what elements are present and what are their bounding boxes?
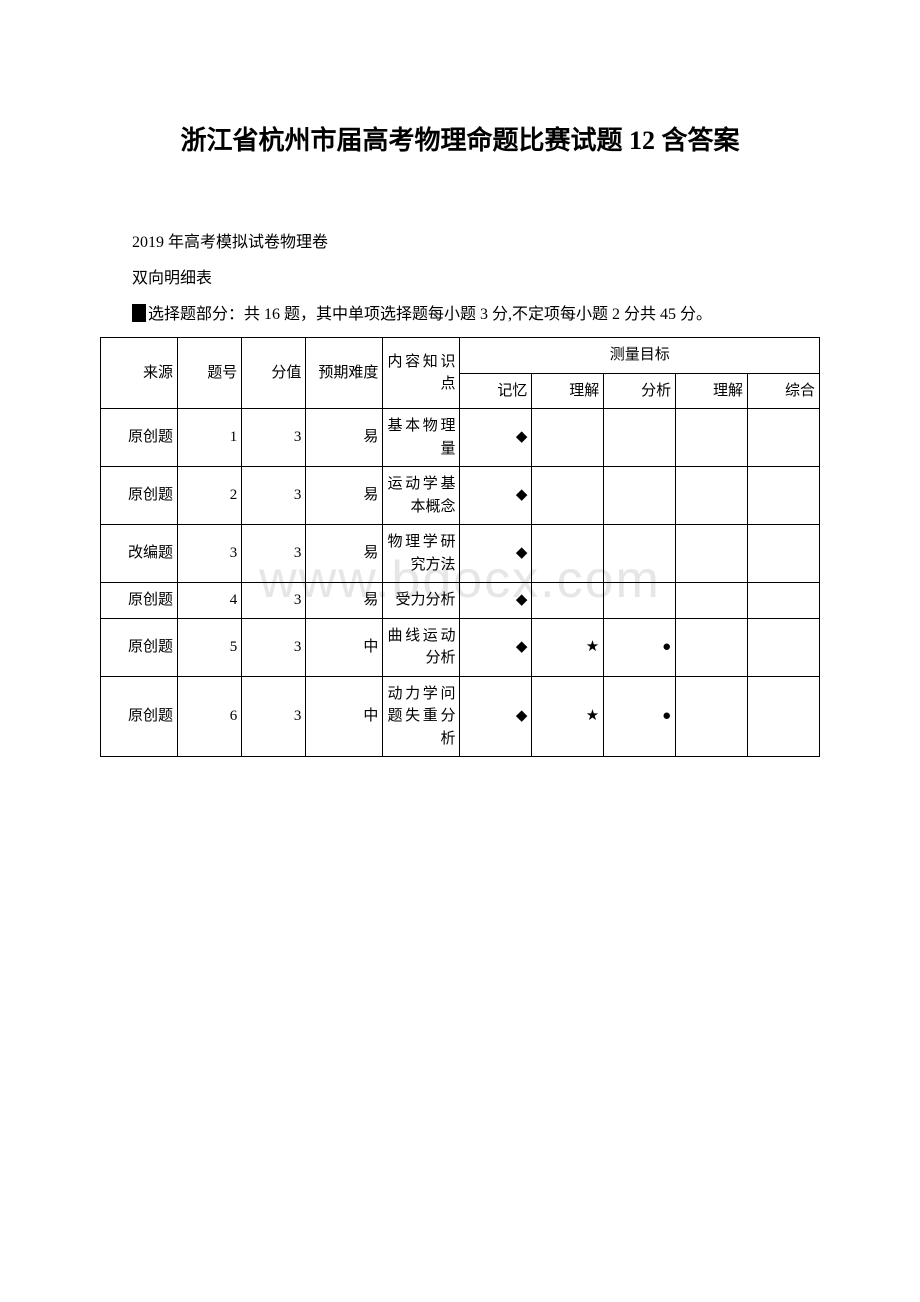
col-header-score: 分值 [242,338,306,409]
table-row: 原创题 1 3 易 基本物理量 ◆ [101,409,820,467]
subtitle-line-1: 2019 年高考模拟试卷物理卷 [100,227,820,259]
cell-source: 原创题 [101,676,178,757]
instruction-line: 选择题部分：共 16 题，其中单项选择题每小题 3 分,不定项每小题 2 分共 … [100,299,820,331]
cell-mark: ◆ [460,409,532,467]
cell-topic: 动力学问题失重分析 [383,676,460,757]
cell-mark: ◆ [460,583,532,619]
cell-score: 3 [242,583,306,619]
cell-mark [604,409,676,467]
cell-mark [532,525,604,583]
instruction-text: 选择题部分：共 16 题，其中单项选择题每小题 3 分,不定项每小题 2 分共 … [148,306,712,323]
cell-topic: 物理学研究方法 [383,525,460,583]
cell-mark: ◆ [460,525,532,583]
col-header-metric-0: 记忆 [460,373,532,409]
cell-source: 原创题 [101,618,178,676]
cell-mark [748,618,820,676]
cell-difficulty: 中 [306,618,383,676]
cell-mark [676,618,748,676]
cell-score: 3 [242,525,306,583]
cell-mark: ● [604,676,676,757]
cell-score: 3 [242,467,306,525]
table-row: 改编题 3 3 易 物理学研究方法 ◆ [101,525,820,583]
cell-difficulty: 易 [306,409,383,467]
table-row: 原创题 4 3 易 受力分析 ◆ [101,583,820,619]
cell-difficulty: 易 [306,467,383,525]
col-header-source: 来源 [101,338,178,409]
cell-mark [676,467,748,525]
cell-num: 5 [178,618,242,676]
cell-source: 改编题 [101,525,178,583]
table-header-row-1: 来源 题号 分值 预期难度 内容知识点 测量目标 [101,338,820,374]
cell-topic: 运动学基本概念 [383,467,460,525]
black-marker-icon [132,304,146,322]
cell-num: 4 [178,583,242,619]
cell-mark [676,525,748,583]
col-header-metric-2: 分析 [604,373,676,409]
cell-topic: 基本物理量 [383,409,460,467]
cell-mark [748,467,820,525]
cell-difficulty: 中 [306,676,383,757]
col-header-metric-4: 综合 [748,373,820,409]
document-title: 浙江省杭州市届高考物理命题比赛试题 12 含答案 [100,120,820,157]
cell-mark [676,583,748,619]
col-header-metric-1: 理解 [532,373,604,409]
cell-source: 原创题 [101,583,178,619]
cell-num: 3 [178,525,242,583]
specification-table: 来源 题号 分值 预期难度 内容知识点 测量目标 记忆 理解 分析 理解 综合 … [100,337,820,757]
cell-difficulty: 易 [306,525,383,583]
document-content: 浙江省杭州市届高考物理命题比赛试题 12 含答案 2019 年高考模拟试卷物理卷… [100,120,820,757]
cell-mark [748,583,820,619]
cell-mark [748,525,820,583]
cell-topic: 曲线运动分析 [383,618,460,676]
cell-num: 6 [178,676,242,757]
cell-mark [604,583,676,619]
cell-mark [532,409,604,467]
col-header-metric-3: 理解 [676,373,748,409]
cell-mark: ● [604,618,676,676]
cell-mark: ◆ [460,618,532,676]
col-header-difficulty: 预期难度 [306,338,383,409]
table-row: 原创题 6 3 中 动力学问题失重分析 ◆ ★ ● [101,676,820,757]
col-header-num: 题号 [178,338,242,409]
cell-source: 原创题 [101,409,178,467]
cell-score: 3 [242,676,306,757]
cell-score: 3 [242,409,306,467]
cell-num: 1 [178,409,242,467]
table-row: 原创题 2 3 易 运动学基本概念 ◆ [101,467,820,525]
cell-mark [604,525,676,583]
cell-mark [748,409,820,467]
cell-topic: 受力分析 [383,583,460,619]
cell-difficulty: 易 [306,583,383,619]
cell-mark [748,676,820,757]
cell-source: 原创题 [101,467,178,525]
cell-mark: ★ [532,618,604,676]
col-header-topic: 内容知识点 [383,338,460,409]
table-body: 原创题 1 3 易 基本物理量 ◆ 原创题 2 3 易 运动学基本概念 ◆ [101,409,820,757]
table-row: 原创题 5 3 中 曲线运动分析 ◆ ★ ● [101,618,820,676]
col-header-target: 测量目标 [460,338,820,374]
cell-mark [676,409,748,467]
cell-mark [532,583,604,619]
cell-score: 3 [242,618,306,676]
cell-mark [676,676,748,757]
cell-mark [604,467,676,525]
cell-num: 2 [178,467,242,525]
cell-mark [532,467,604,525]
cell-mark: ★ [532,676,604,757]
subtitle-line-2: 双向明细表 [100,263,820,295]
cell-mark: ◆ [460,467,532,525]
cell-mark: ◆ [460,676,532,757]
